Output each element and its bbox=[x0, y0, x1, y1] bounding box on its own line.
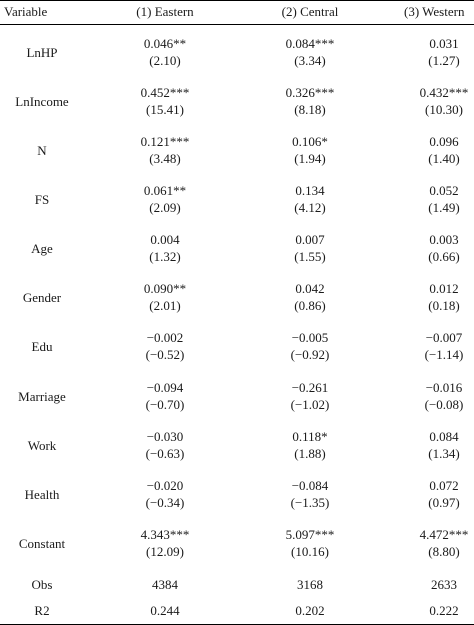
coef-eastern: −0.002 bbox=[146, 330, 184, 345]
coef-western: 0.003 bbox=[429, 232, 459, 247]
tstat-western: (1.49) bbox=[428, 200, 460, 215]
coef-western: 0.052 bbox=[429, 183, 459, 198]
row-label: Constant bbox=[18, 536, 66, 551]
tstat-western: (0.97) bbox=[428, 495, 460, 510]
tstat-eastern: (−0.70) bbox=[145, 397, 185, 412]
tstat-central: (1.94) bbox=[294, 151, 326, 166]
coef-central: 0.326*** bbox=[285, 85, 335, 100]
tstat-western: (−1.14) bbox=[424, 347, 464, 362]
tstat-western: (1.27) bbox=[428, 53, 460, 68]
tstat-eastern: (2.09) bbox=[149, 200, 181, 215]
tstat-central: (1.88) bbox=[294, 446, 326, 461]
coef-western: 0.072 bbox=[429, 478, 459, 493]
r2-label: R2 bbox=[34, 603, 50, 618]
row-label: LnHP bbox=[26, 45, 58, 60]
tstat-western: (10.30) bbox=[425, 102, 463, 117]
coef-central: 0.042 bbox=[295, 281, 325, 296]
tstat-western: (0.18) bbox=[428, 298, 460, 313]
coef-eastern: 0.452*** bbox=[140, 85, 190, 100]
tstat-central: (−1.35) bbox=[290, 495, 330, 510]
coef-central: 5.097*** bbox=[285, 527, 335, 542]
coef-western: 0.012 bbox=[429, 281, 459, 296]
row-label: FS bbox=[34, 192, 50, 207]
coef-central: −0.005 bbox=[291, 330, 329, 345]
row-label: N bbox=[37, 143, 47, 158]
coef-central: −0.084 bbox=[291, 478, 329, 493]
tstat-western: (8.80) bbox=[428, 544, 460, 559]
coef-central: 0.134 bbox=[295, 183, 325, 198]
tstat-eastern: (12.09) bbox=[146, 544, 184, 559]
coef-central: 0.118* bbox=[292, 429, 328, 444]
tstat-central: (−1.02) bbox=[290, 397, 330, 412]
tstat-central: (8.18) bbox=[294, 102, 326, 117]
coef-central: 0.106* bbox=[292, 134, 328, 149]
tstat-central: (1.55) bbox=[294, 249, 326, 264]
tstat-central: (3.34) bbox=[294, 53, 326, 68]
obs-label: Obs bbox=[31, 577, 53, 592]
header-central: (2) Central bbox=[281, 4, 339, 19]
coef-eastern: 0.121*** bbox=[140, 134, 190, 149]
coef-central: −0.261 bbox=[291, 380, 329, 395]
coef-western: 0.084 bbox=[429, 429, 459, 444]
tstat-western: (−0.08) bbox=[424, 397, 464, 412]
coef-eastern: 0.061** bbox=[143, 183, 187, 198]
tstat-central: (0.86) bbox=[294, 298, 326, 313]
obs-central: 3168 bbox=[297, 577, 323, 592]
coef-western: 0.432*** bbox=[419, 85, 469, 100]
row-label: Work bbox=[27, 438, 57, 453]
tstat-eastern: (−0.52) bbox=[145, 347, 185, 362]
tstat-central: (10.16) bbox=[291, 544, 329, 559]
tstat-eastern: (3.48) bbox=[149, 151, 181, 166]
header-western: (3) Western bbox=[404, 4, 465, 19]
obs-eastern: 4384 bbox=[152, 577, 178, 592]
tstat-western: (0.66) bbox=[428, 249, 460, 264]
row-label: Age bbox=[31, 241, 53, 256]
tstat-western: (1.40) bbox=[428, 151, 460, 166]
header-variable: Variable bbox=[4, 4, 48, 19]
coef-western: 0.031 bbox=[429, 36, 459, 51]
obs-western: 2633 bbox=[431, 577, 457, 592]
tstat-eastern: (−0.34) bbox=[145, 495, 185, 510]
tstat-eastern: (15.41) bbox=[146, 102, 184, 117]
tstat-eastern: (−0.63) bbox=[145, 446, 185, 461]
row-label: Health bbox=[24, 487, 60, 502]
coef-eastern: 0.046** bbox=[143, 36, 187, 51]
coef-western: −0.016 bbox=[425, 380, 463, 395]
tstat-central: (4.12) bbox=[294, 200, 326, 215]
coef-eastern: −0.094 bbox=[146, 380, 184, 395]
tstat-eastern: (2.10) bbox=[149, 53, 181, 68]
tstat-eastern: (2.01) bbox=[149, 298, 181, 313]
coef-eastern: −0.020 bbox=[146, 478, 184, 493]
coef-eastern: 0.090** bbox=[143, 281, 187, 296]
coef-western: −0.007 bbox=[425, 330, 463, 345]
coef-eastern: 0.004 bbox=[150, 232, 180, 247]
row-label: Marriage bbox=[18, 389, 66, 404]
row-label: Edu bbox=[31, 339, 53, 354]
r2-eastern: 0.244 bbox=[150, 603, 180, 618]
coef-western: 4.472*** bbox=[419, 527, 469, 542]
row-label: LnIncome bbox=[15, 94, 69, 109]
coef-eastern: 4.343*** bbox=[140, 527, 190, 542]
tstat-central: (−0.92) bbox=[290, 347, 330, 362]
tstat-western: (1.34) bbox=[428, 446, 460, 461]
header-eastern: (1) Eastern bbox=[136, 4, 194, 19]
coef-western: 0.096 bbox=[429, 134, 459, 149]
table-top-rule bbox=[0, 0, 474, 1]
tstat-eastern: (1.32) bbox=[149, 249, 181, 264]
row-label: Gender bbox=[22, 290, 62, 305]
coef-eastern: −0.030 bbox=[146, 429, 184, 444]
r2-central: 0.202 bbox=[295, 603, 325, 618]
header-rule bbox=[0, 24, 474, 25]
coef-central: 0.007 bbox=[295, 232, 325, 247]
coef-central: 0.084*** bbox=[285, 36, 335, 51]
r2-western: 0.222 bbox=[429, 603, 459, 618]
